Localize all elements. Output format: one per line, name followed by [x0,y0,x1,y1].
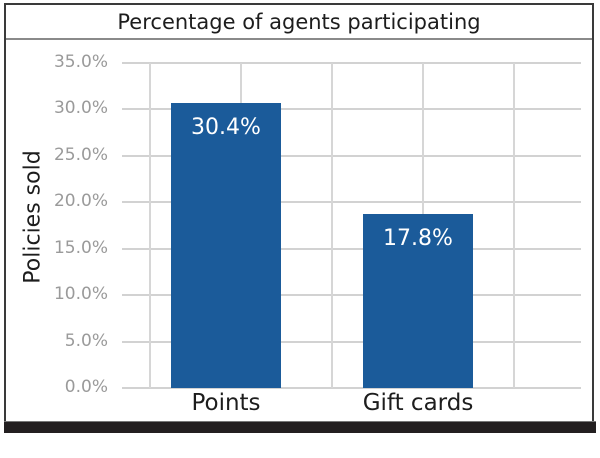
y-axis-label: Policies sold [20,150,46,284]
bar-points: 30.4% [171,103,281,388]
xtick-label-points: Points [191,390,261,416]
gridline-5 [122,341,581,343]
ytick-label: 10.0% [53,284,108,304]
gridline-0 [122,387,581,389]
bar-value-label: 30.4% [191,115,261,140]
vgridline [149,63,151,388]
ytick-label: 30.0% [53,98,108,118]
vgridline [331,63,333,388]
ytick-label: 15.0% [53,238,108,258]
ytick-label: 5.0% [64,331,108,351]
xtick-label-gift-cards: Gift cards [362,390,474,416]
gridline-15 [122,248,581,250]
title-band: Percentage of agents participating [6,5,592,40]
chart-frame: Percentage of agents participating [4,3,594,421]
gridline-35 [122,62,581,64]
gridline-20 [122,201,581,203]
gridline-10 [122,294,581,296]
chart-title: Percentage of agents participating [117,9,481,34]
gridline-30 [122,108,581,110]
bar-gift-cards: 17.8% [363,214,473,388]
ytick-label: 0.0% [64,377,108,397]
ytick-label: 35.0% [53,52,108,72]
vgridline [513,63,515,388]
bottom-bar [4,421,596,433]
ytick-label: 25.0% [53,145,108,165]
gridline-25 [122,155,581,157]
bar-value-label: 17.8% [383,226,453,251]
ytick-label: 20.0% [53,191,108,211]
